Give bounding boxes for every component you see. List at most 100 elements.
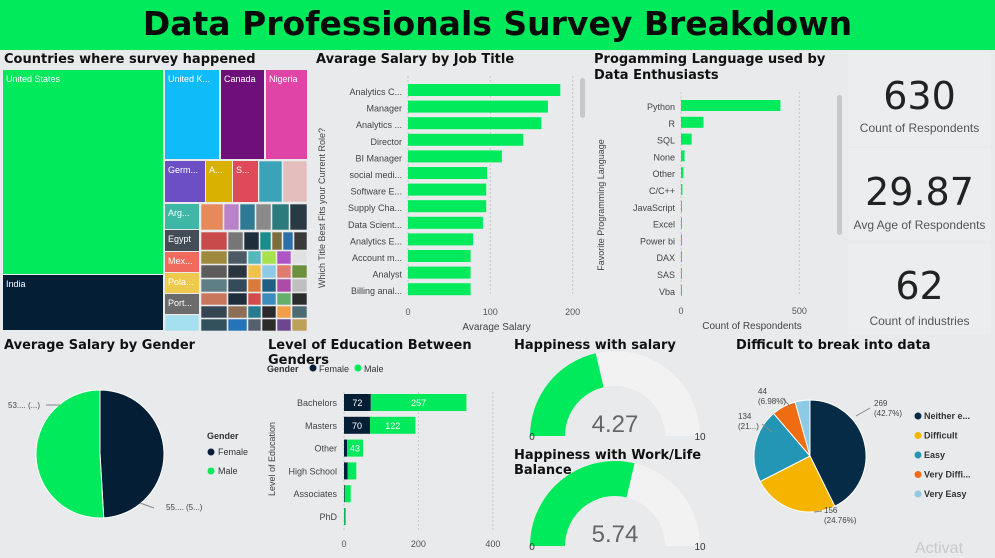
- treemap-tile: [262, 251, 276, 264]
- job-category-label: Account m...: [352, 253, 402, 263]
- treemap-tile: [244, 232, 259, 250]
- gender-legend-label: Female: [218, 447, 248, 457]
- treemap-tile: [283, 232, 293, 250]
- lang-category-label: Power bi: [640, 236, 675, 246]
- lang-bar: [681, 184, 682, 195]
- gauge-salary-value: 4.27: [592, 411, 639, 438]
- kpi-age-value: 29.87: [848, 170, 991, 214]
- difficulty-legend-label: Neither e...: [924, 411, 970, 421]
- treemap-tile: [292, 306, 307, 318]
- lang-bar: [681, 117, 703, 128]
- treemap-tile: [201, 204, 223, 230]
- language-scrollbar[interactable]: [837, 95, 842, 235]
- gender-slice: [36, 390, 104, 518]
- gender-legend-marker: [208, 468, 215, 475]
- treemap-label: Nigeria: [269, 74, 298, 84]
- treemap-tile: [277, 306, 291, 318]
- gauge-balance-max-label: 10: [694, 542, 706, 553]
- lang-bar: [681, 234, 682, 245]
- treemap-tile: [3, 70, 163, 274]
- treemap-tile: [256, 204, 271, 230]
- treemap-label: Egypt: [168, 234, 192, 244]
- treemap-tile: [228, 293, 247, 305]
- job-bar: [408, 167, 487, 179]
- kpi-industries-label: Count of industries: [848, 314, 991, 328]
- education-category-label: Bachelors: [297, 398, 338, 408]
- education-category-label: High School: [288, 466, 337, 476]
- job-category-label: Billing anal...: [351, 286, 402, 296]
- gender-data-label: 55.... (5...): [166, 503, 203, 512]
- job-bar: [408, 283, 471, 295]
- treemap-tile: [262, 306, 276, 318]
- treemap-tile: [201, 293, 227, 305]
- treemap-tile: [277, 251, 291, 264]
- education-category-label: Masters: [305, 421, 338, 431]
- difficulty-legend-label: Difficult: [924, 431, 958, 441]
- treemap-tile: [201, 232, 227, 250]
- treemap-tile: [228, 251, 247, 264]
- job-bar: [408, 233, 473, 245]
- kpi-respondents-value: 630: [848, 74, 991, 118]
- treemap-tile: [259, 161, 282, 202]
- job-category-label: Analytics ...: [356, 120, 402, 130]
- difficulty-legend-marker: [915, 491, 922, 498]
- lang-bar: [681, 100, 780, 111]
- treemap-tile: [260, 232, 271, 250]
- education-bar-female: [344, 462, 348, 479]
- job-bar: [408, 184, 486, 196]
- treemap-label: Arg...: [168, 208, 190, 218]
- difficulty-legend-marker: [915, 452, 922, 459]
- education-bar-male: [348, 462, 357, 479]
- treemap-tile: [290, 204, 307, 230]
- gauge-balance-min-label: 0: [529, 542, 535, 553]
- lang-bar: [681, 218, 682, 229]
- treemap-label: Port...: [168, 298, 192, 308]
- lang-category-label: Other: [652, 169, 675, 179]
- education-legend-title: Gender: [267, 364, 299, 374]
- difficulty-leader-line: [856, 408, 870, 416]
- lang-category-label: SAS: [657, 270, 675, 280]
- lang-x-axis-label: Count of Respondents: [702, 321, 802, 332]
- kpi-respondents-label: Count of Respondents: [848, 121, 991, 135]
- education-data-label: 257: [411, 398, 426, 408]
- treemap-label: United States: [6, 74, 61, 84]
- job-bar: [408, 117, 541, 129]
- lang-y-axis-label: Favorite Programming Language: [596, 139, 606, 271]
- treemap-tile: [292, 319, 307, 331]
- education-bar-male: [344, 508, 345, 525]
- treemap-tile: [248, 279, 261, 292]
- treemap-label: United K...: [168, 74, 210, 84]
- treemap-tile: [3, 275, 163, 330]
- education-legend-marker: [355, 365, 362, 372]
- treemap-tile: [201, 279, 227, 292]
- difficulty-legend-marker: [915, 413, 922, 420]
- treemap-tile: [248, 306, 261, 318]
- education-legend-label: Male: [364, 364, 384, 374]
- job-tick-label: 200: [565, 307, 580, 317]
- education-category-label: Other: [314, 444, 337, 454]
- job-bar: [408, 200, 486, 212]
- treemap-tile: [277, 293, 291, 305]
- job-bar: [408, 134, 523, 146]
- lang-category-label: JavaScript: [633, 203, 676, 213]
- treemap-label: Canada: [224, 74, 256, 84]
- language-panel: Progamming Language used by Data Enthusi…: [590, 50, 845, 335]
- education-y-axis-label: Level of Education: [267, 422, 277, 496]
- job-scrollbar[interactable]: [580, 78, 585, 118]
- job-bar: [408, 84, 560, 96]
- lang-tick-label: 500: [792, 306, 807, 316]
- job-category-label: Analytics C...: [349, 87, 402, 97]
- lang-bar: [681, 167, 683, 178]
- kpi-industries-value: 62: [848, 264, 991, 308]
- difficulty-data-label: (6.98%): [758, 397, 786, 406]
- job-y-axis-label: Which Title Best Fits your Current Role?: [317, 128, 327, 288]
- treemap-label: India: [6, 279, 26, 289]
- treemap-tile: [228, 306, 247, 318]
- job-category-label: Manager: [366, 104, 402, 114]
- gender-legend-label: Male: [218, 466, 238, 476]
